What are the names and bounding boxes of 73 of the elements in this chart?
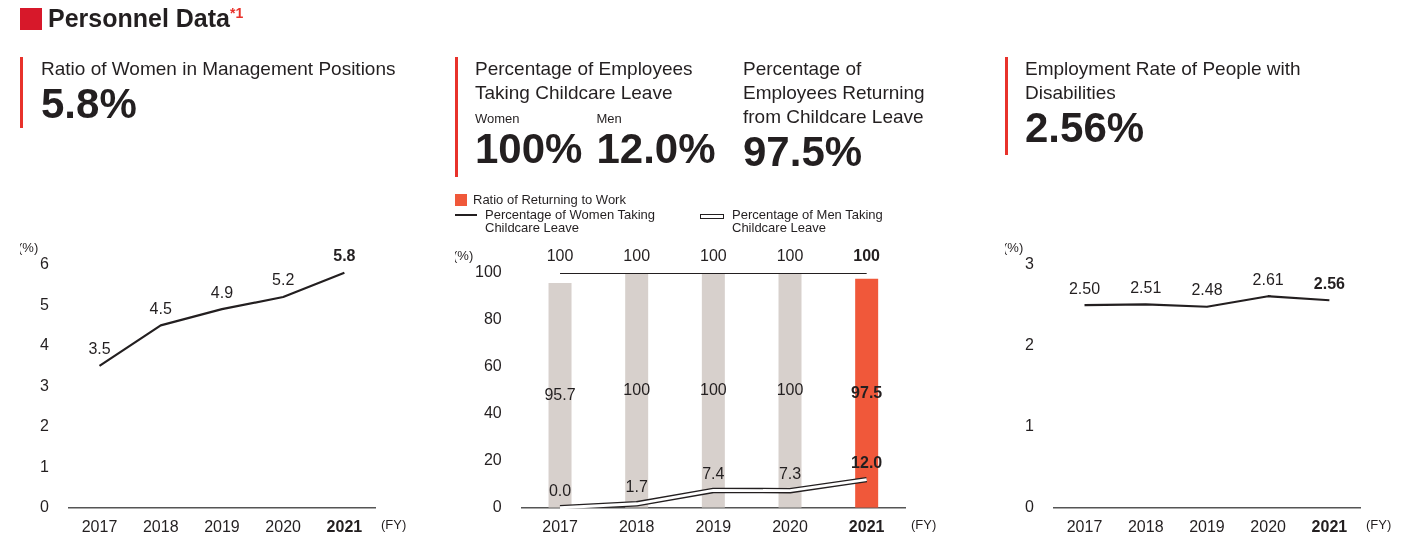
text: 2.56%	[1025, 104, 1146, 151]
x-tick-label: 2021	[326, 517, 363, 535]
data-label: 100	[853, 247, 881, 265]
data-label: 2.48	[1191, 281, 1223, 299]
text: Women	[475, 111, 521, 126]
y-tick-label: 0	[492, 498, 502, 516]
text: Men	[596, 111, 623, 126]
x-tick-label: 2018	[1127, 517, 1164, 535]
y-tick-label: 20	[483, 451, 502, 469]
legend-label: Ratio of Returning to Work	[473, 192, 627, 207]
y-tick-label: 3	[39, 376, 49, 394]
chart-title: Employment Rate of People with Disabilities	[1025, 57, 1302, 105]
y-tick-label: 100	[474, 263, 502, 281]
chart-title: Percentage of Employees Taking Childcare Leave	[475, 57, 694, 105]
text: 5.8%	[41, 80, 138, 127]
y-tick-label: 2	[1024, 336, 1034, 354]
y-tick-label: 60	[483, 357, 502, 375]
legend-label: Percentage of Men Taking Childcare Leave	[732, 207, 884, 235]
x-tick-label: 2019	[204, 517, 240, 535]
data-label: 100	[623, 380, 651, 398]
data-label: 7.3	[778, 465, 802, 483]
chart-title: Ratio of Women in Management Positions	[41, 57, 396, 81]
text: Percentage of Employees Returning from Childcare Leave	[743, 57, 926, 129]
y-tick-label: 0	[39, 498, 49, 516]
x-axis-title: (FY)	[381, 517, 407, 533]
text: Personnel Data$^{*1}$	[48, 4, 244, 33]
data-label: 2.56	[1313, 274, 1346, 292]
x-tick-label: 2017	[81, 517, 118, 535]
x-tick-label: 2020	[772, 517, 808, 535]
text: 100%	[475, 125, 583, 172]
y-tick-label: 80	[483, 310, 502, 328]
x-tick-label: 2021	[1311, 517, 1348, 535]
x-axis-title: (FY)	[911, 517, 937, 533]
data-label: 3.5	[88, 340, 111, 358]
text: 12.0%	[596, 125, 716, 172]
y-tick-label: 1	[1024, 417, 1034, 435]
y-tick-label: 5	[39, 295, 49, 313]
data-label: 100	[700, 247, 727, 265]
data-label: 4.5	[149, 299, 172, 317]
x-tick-label: 2017	[1066, 517, 1103, 535]
data-label: 95.7	[544, 385, 576, 403]
data-label: 5.8	[333, 247, 356, 265]
data-label: 100	[623, 247, 651, 265]
x-tick-label: 2021	[848, 517, 885, 535]
data-label: 7.4	[702, 464, 725, 482]
data-label: 1.7	[625, 478, 648, 496]
y-tick-label: 2	[39, 417, 49, 435]
data-label: 100	[776, 247, 804, 265]
x-tick-label: 2020	[265, 517, 302, 535]
y-tick-label: 1	[39, 457, 49, 475]
x-tick-label: 2019	[695, 517, 732, 535]
data-label: 2.50	[1068, 279, 1101, 297]
x-tick-label: 2017	[542, 517, 578, 535]
data-label: 100	[700, 380, 727, 398]
data-label: 0.0	[548, 482, 572, 500]
x-tick-label: 2019	[1189, 517, 1225, 535]
data-label: 2.51	[1130, 278, 1162, 296]
data-label: 100	[546, 247, 574, 265]
x-tick-label: 2018	[618, 517, 655, 535]
x-tick-label: 2020	[1250, 517, 1287, 535]
y-tick-label: 4	[39, 336, 49, 354]
data-label: 4.9	[210, 283, 234, 301]
y-tick-label: 40	[483, 404, 502, 422]
data-label: 100	[776, 380, 804, 398]
x-tick-label: 2018	[142, 517, 179, 535]
y-tick-label: 6	[39, 255, 49, 273]
x-axis-title: (FY)	[1366, 517, 1392, 533]
legend-label: Percentage of Women Taking Childcare Leave	[485, 207, 657, 235]
y-tick-label: 3	[1024, 255, 1034, 273]
text: 97.5%	[743, 128, 864, 175]
data-label: 2.61	[1252, 270, 1284, 288]
y-tick-label: 0	[1024, 498, 1034, 516]
data-label: 5.2	[272, 271, 295, 289]
